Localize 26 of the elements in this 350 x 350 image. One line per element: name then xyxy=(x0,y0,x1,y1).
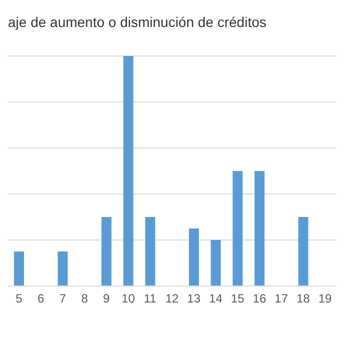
x-tick-label: 6 xyxy=(37,292,44,306)
chart-title: aje de aumento o disminución de créditos xyxy=(8,13,268,32)
bar xyxy=(101,217,112,286)
bar xyxy=(58,252,68,286)
x-tick-label: 15 xyxy=(230,292,245,306)
bar xyxy=(298,217,308,286)
bar xyxy=(254,171,265,286)
bar xyxy=(232,171,243,286)
x-tick-label: 16 xyxy=(252,292,266,306)
x-tick-label: 19 xyxy=(318,292,332,306)
x-tick-label: 10 xyxy=(122,292,136,306)
x-tick-label: 17 xyxy=(274,292,288,306)
x-tick-label: 18 xyxy=(296,292,310,306)
bar xyxy=(210,240,221,286)
x-tick-label: 12 xyxy=(165,292,179,306)
x-tick-label: 13 xyxy=(187,292,201,306)
x-tick-label: 5 xyxy=(16,292,23,306)
x-tick-label: 11 xyxy=(144,292,157,306)
x-tick-label: 9 xyxy=(103,292,110,306)
bar xyxy=(145,217,156,286)
x-tick-label: 8 xyxy=(81,292,88,306)
x-tick-label: 14 xyxy=(209,292,223,306)
x-tick-label: 7 xyxy=(59,292,66,306)
bar xyxy=(14,252,24,286)
bar xyxy=(188,228,199,286)
bar xyxy=(123,56,134,286)
